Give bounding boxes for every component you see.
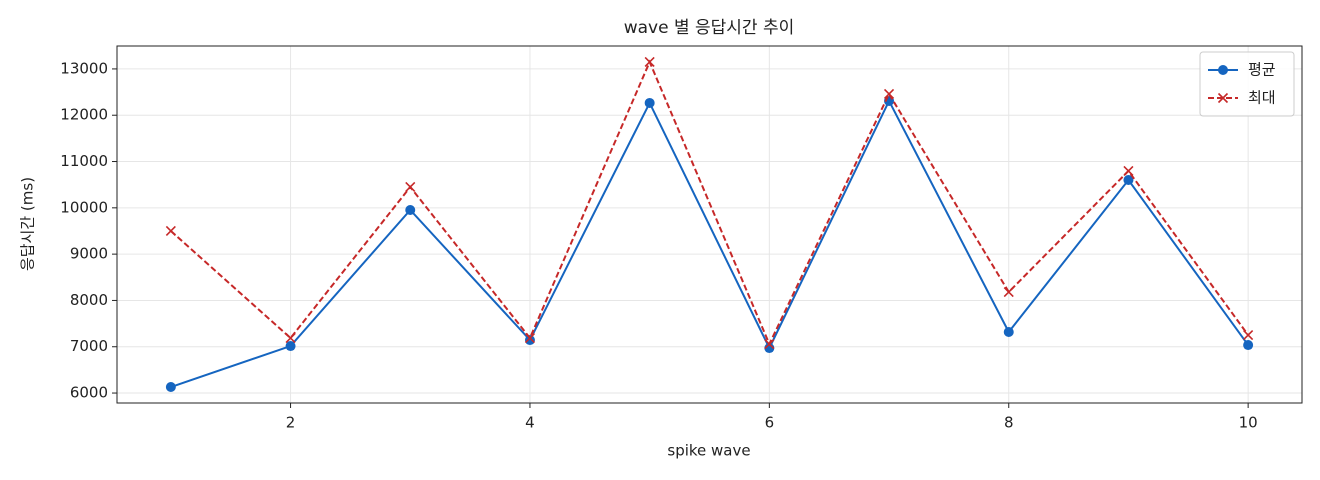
legend-label: 평균 (1248, 61, 1276, 79)
marker (883, 88, 895, 99)
legend-label: 최대 (1248, 89, 1276, 107)
legend-box (1199, 51, 1295, 117)
x-tick-label: 2 (286, 414, 296, 432)
chart-title: wave 별 응답시간 추이 (624, 18, 795, 38)
marker (644, 56, 655, 68)
y-tick-label: 12000 (60, 106, 108, 124)
x-axis-label: spike wave (667, 442, 750, 460)
series-line (170, 98, 1249, 388)
plot (165, 56, 1254, 393)
y-tick-label: 7000 (70, 337, 108, 355)
marker (524, 335, 535, 346)
y-axis-label: 응답시간 (ms) (19, 177, 37, 271)
y-tick-label: 9000 (70, 245, 108, 263)
marker (405, 181, 416, 193)
marker (1243, 340, 1254, 351)
marker (1243, 329, 1254, 341)
legend-marker (1218, 65, 1228, 75)
marker (405, 205, 416, 216)
plot-frame (116, 45, 1303, 404)
x-tick-label: 4 (525, 414, 535, 432)
series-line (170, 59, 1249, 347)
marker (524, 332, 536, 344)
marker (1003, 286, 1014, 298)
marker (285, 332, 296, 344)
x-tick-label: 8 (1004, 414, 1014, 432)
x-tick-label: 6 (765, 414, 775, 432)
x-tick-label: 10 (1239, 414, 1258, 432)
marker (644, 97, 655, 108)
y-tick-label: 11000 (60, 152, 108, 170)
marker (764, 338, 775, 350)
marker (165, 225, 176, 237)
legend-marker (1217, 92, 1229, 104)
marker (1003, 327, 1014, 338)
y-tick-label: 10000 (60, 198, 108, 216)
marker (1123, 165, 1134, 177)
y-tick-label: 8000 (70, 291, 108, 309)
y-tick-label: 6000 (70, 384, 108, 402)
marker (165, 382, 176, 393)
marker (285, 341, 296, 352)
marker (1123, 175, 1134, 186)
y-tick-label: 13000 (60, 59, 108, 77)
